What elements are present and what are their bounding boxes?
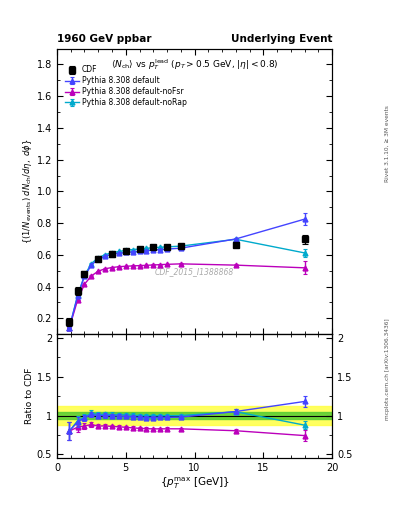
Bar: [57, 412, 332, 419]
Text: $\langle N_{\mathsf{ch}}\rangle$ vs $p_T^{\mathsf{lead}}$ ($p_T > 0.5$ GeV, $|\e: $\langle N_{\mathsf{ch}}\rangle$ vs $p_T…: [111, 57, 278, 72]
Legend: CDF, Pythia 8.308 default, Pythia 8.308 default-noFsr, Pythia 8.308 default-noRa: CDF, Pythia 8.308 default, Pythia 8.308 …: [64, 64, 188, 109]
Text: mcplots.cern.ch [arXiv:1306.3436]: mcplots.cern.ch [arXiv:1306.3436]: [385, 318, 389, 419]
Y-axis label: Ratio to CDF: Ratio to CDF: [25, 368, 34, 424]
Text: 1960 GeV ppbar: 1960 GeV ppbar: [57, 33, 151, 44]
Bar: [57, 406, 332, 425]
Text: Underlying Event: Underlying Event: [231, 33, 332, 44]
X-axis label: $\{p_T^{\mathsf{max}}$ [GeV]$\}$: $\{p_T^{\mathsf{max}}$ [GeV]$\}$: [160, 476, 230, 492]
Text: Rivet 3.1.10, ≥ 3M events: Rivet 3.1.10, ≥ 3M events: [385, 105, 389, 182]
Text: CDF_2015_I1388868: CDF_2015_I1388868: [155, 267, 234, 276]
Y-axis label: $\{(1/N_{\mathsf{events}})\ dN_{\mathsf{ch}}/d\eta,\ d\phi\}$: $\{(1/N_{\mathsf{events}})\ dN_{\mathsf{…: [21, 139, 34, 244]
